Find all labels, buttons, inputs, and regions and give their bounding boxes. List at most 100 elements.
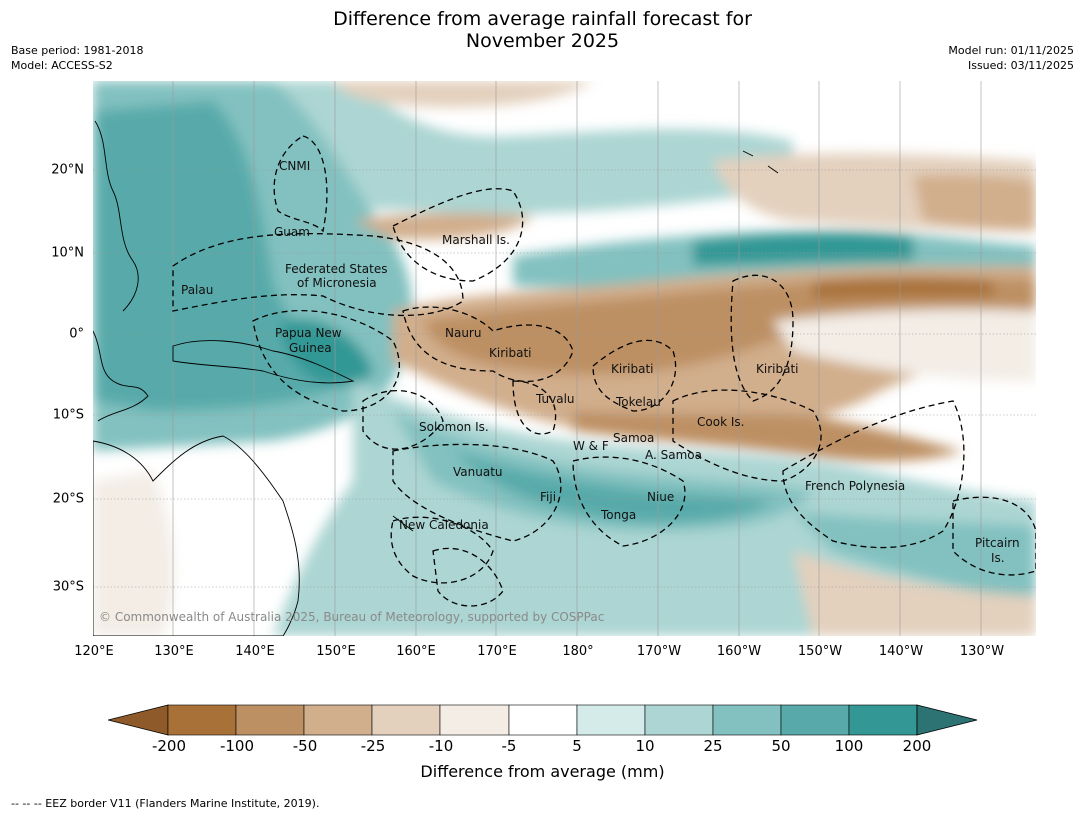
- issued-date: Issued: 03/11/2025: [967, 59, 1074, 72]
- x-tick: 130°E: [154, 644, 194, 659]
- y-tick: 10°S: [52, 407, 84, 423]
- colorbar-tick: -100: [219, 737, 255, 755]
- eez-png: [252, 310, 400, 412]
- meta-left: Base period: 1981-2018 Model: ACCESS-S2: [11, 43, 143, 73]
- colorbar-tick: 5: [572, 737, 582, 755]
- coastlines: [93, 120, 779, 636]
- eez-solomon: [362, 389, 444, 450]
- label-solomon: Solomon Is.: [419, 420, 489, 434]
- x-tick: 170°E: [477, 644, 517, 659]
- x-tick: 150°E: [316, 644, 356, 659]
- label-fiji: Fiji: [540, 490, 556, 504]
- colorbar-bin: [780, 704, 850, 736]
- colorbar-tick: -50: [292, 737, 318, 755]
- colorbar-bin: [848, 704, 918, 736]
- label-png-2: Guinea: [289, 341, 332, 355]
- colorbar-tick: 200: [902, 737, 932, 755]
- x-tick: 160°W: [716, 644, 762, 659]
- eez-borders: [172, 135, 1036, 607]
- label-fsm-2: of Micronesia: [297, 276, 377, 290]
- coast-new-guinea: [172, 340, 355, 384]
- colorbar-tick: -200: [151, 737, 187, 755]
- label-kiribati-w: Kiribati: [489, 346, 531, 360]
- y-tick: 30°S: [52, 579, 84, 595]
- label-nauru: Nauru: [445, 326, 481, 340]
- label-samoa: Samoa: [613, 431, 654, 445]
- eez-french-polynesia: [782, 400, 965, 549]
- meta-right: Model run: 01/11/2025 Issued: 03/11/2025: [948, 43, 1074, 73]
- colorbar-bin: [508, 704, 578, 736]
- colorbar-tick: 10: [635, 737, 655, 755]
- eez-kiribati-c: [592, 339, 677, 412]
- label-new-caledonia: New Caledonia: [399, 518, 489, 532]
- label-guam: Guam: [274, 225, 310, 239]
- rainfall-anomaly-map[interactable]: CNMI Guam Marshall Is. Federated States …: [93, 81, 1036, 636]
- colorbar-extend-low: [108, 704, 169, 736]
- label-kiribati-c: Kiribati: [611, 362, 653, 376]
- label-pitcairn-2: Is.: [991, 551, 1005, 565]
- colorbar-tick: -10: [428, 737, 454, 755]
- place-labels: CNMI Guam Marshall Is. Federated States …: [181, 159, 1020, 565]
- colorbar-title: Difference from average (mm): [420, 762, 665, 781]
- label-tokelau: Tokelau: [615, 395, 661, 409]
- anomaly-near-normal-east: [773, 309, 1036, 381]
- anomaly-dry-core: [423, 278, 1036, 375]
- model-name: Model: ACCESS-S2: [11, 59, 113, 72]
- y-tick: 20°N: [51, 162, 84, 178]
- colorbar: [108, 704, 978, 736]
- anomaly-dry-top: [333, 81, 593, 108]
- label-cnmi: CNMI: [279, 159, 310, 173]
- x-tick: 140°W: [878, 644, 924, 659]
- anomaly-dry-strong: [813, 277, 993, 299]
- label-wf: W & F: [573, 439, 609, 453]
- colorbar-tick: -25: [360, 737, 386, 755]
- colorbar-tick: 50: [771, 737, 791, 755]
- label-asamoa: A. Samoa: [645, 448, 702, 462]
- coast-hawaii: [742, 150, 779, 174]
- eez-fsm: [172, 232, 464, 317]
- label-french-polynesia: French Polynesia: [805, 479, 905, 493]
- x-tick: 180°: [562, 644, 594, 659]
- label-pitcairn-1: Pitcairn: [975, 536, 1020, 550]
- anomaly-dry-marshall: [353, 212, 533, 240]
- eez-tonga-niue: [572, 456, 686, 547]
- label-tuvalu: Tuvalu: [535, 392, 575, 406]
- eez-nauru-kiribati: [402, 306, 574, 383]
- base-period: Base period: 1981-2018: [11, 44, 144, 57]
- y-tick: 0°: [69, 326, 84, 342]
- label-tonga: Tonga: [600, 508, 636, 522]
- anomaly-dry-southeast-light: [793, 551, 1036, 636]
- coast-borneo-sulawesi: [93, 330, 149, 422]
- colorbar-bin: [439, 704, 510, 736]
- model-run: Model run: 01/11/2025: [948, 44, 1074, 57]
- colorbar-tick: 100: [834, 737, 864, 755]
- chart-title-line1: Difference from average rainfall forecas…: [333, 8, 752, 30]
- anomaly-dry-south: [573, 411, 963, 462]
- colorbar-tick: -5: [501, 737, 517, 755]
- x-tick: 130°W: [959, 644, 1005, 659]
- anomaly-wet-southeast: [793, 511, 1036, 601]
- coast-philippines: [94, 120, 139, 312]
- colorbar-extend-high: [916, 704, 978, 736]
- eez-footnote: -- -- -- EEZ border V11 (Flanders Marine…: [11, 797, 320, 810]
- anomaly-near-normal-sw: [93, 471, 174, 636]
- anomaly-wet-spcz-core: [453, 451, 773, 523]
- colorbar-bin: [644, 704, 714, 736]
- x-tick: 170°W: [636, 644, 682, 659]
- y-tick: 10°N: [51, 245, 84, 261]
- x-tick: 140°E: [235, 644, 275, 659]
- eez-new-caledonia: [390, 516, 494, 584]
- label-cook: Cook Is.: [697, 415, 744, 429]
- colorbar-tick: 25: [703, 737, 723, 755]
- colorbar-bin: [371, 704, 441, 736]
- eez-vanuatu-fiji: [392, 443, 562, 542]
- chart-title: Difference from average rainfall forecas…: [0, 8, 1085, 52]
- label-kiribati-e: Kiribati: [756, 362, 798, 376]
- label-png-1: Papua New: [275, 326, 342, 340]
- copyright-notice: © Commonwealth of Australia 2025, Bureau…: [99, 610, 604, 624]
- colorbar-bin: [576, 704, 646, 736]
- label-niue: Niue: [647, 490, 674, 504]
- coast-new-caledonia: [392, 515, 414, 532]
- label-marshall: Marshall Is.: [442, 233, 510, 247]
- eez-tuvalu: [512, 380, 557, 435]
